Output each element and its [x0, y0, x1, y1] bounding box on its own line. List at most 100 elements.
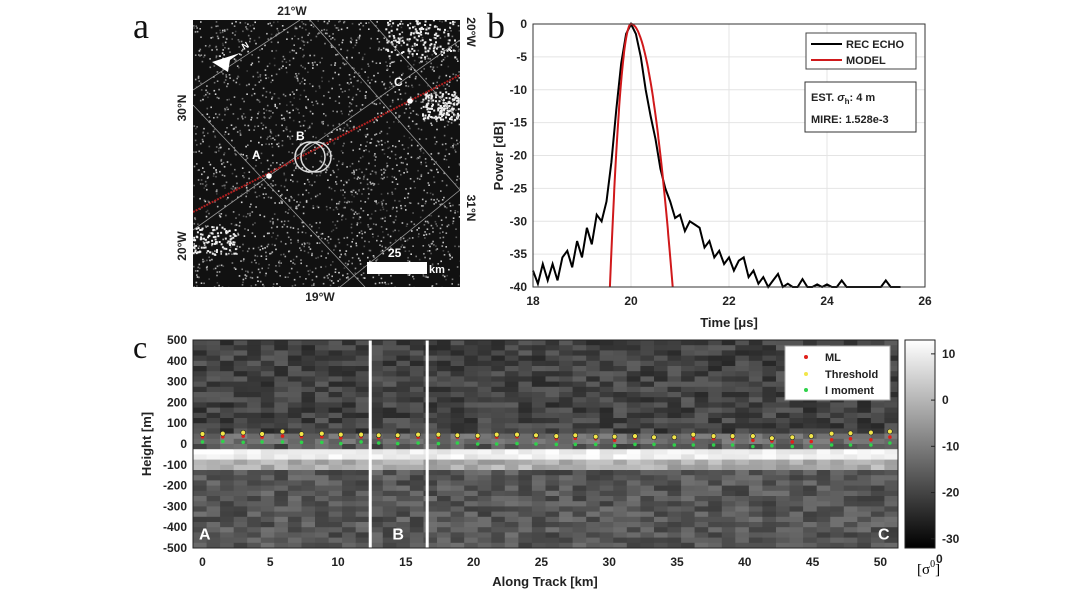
marker-ml — [888, 435, 892, 439]
point-c-label: C — [394, 75, 403, 89]
north-label: N — [240, 40, 251, 52]
marker-i-moment — [339, 441, 343, 446]
marker-threshold — [572, 432, 578, 438]
marker-threshold — [808, 433, 814, 439]
legend: REC ECHO MODEL — [805, 32, 917, 70]
scale-bar — [367, 262, 427, 274]
lon-label-bottom: 19°W — [305, 290, 335, 304]
y-tick-label: -35 — [510, 247, 528, 261]
marker-i-moment — [711, 443, 716, 447]
marker-i-moment — [593, 442, 598, 447]
marker-threshold — [259, 431, 265, 437]
marker-i-moment — [515, 441, 519, 446]
y-tick-label: 300 — [167, 375, 187, 389]
marker-ml — [691, 437, 696, 441]
y-axis-label: Power [dB] — [491, 122, 506, 191]
y-tick-label: -30 — [510, 214, 528, 228]
colorbar-tick-label: -10 — [942, 439, 960, 453]
marker-i-moment — [200, 440, 205, 444]
marker-threshold — [279, 428, 286, 435]
y-tick-label: -25 — [510, 181, 528, 195]
marker-threshold — [358, 431, 364, 438]
marker-i-moment — [436, 441, 441, 446]
marker-threshold — [868, 429, 874, 436]
marker-i-moment — [359, 440, 363, 444]
marker-threshold — [533, 432, 539, 438]
y-tick-label: -20 — [510, 149, 528, 163]
marker-i-moment — [534, 442, 538, 446]
colorbar-tick-label: 10 — [942, 347, 956, 361]
lon-label-left-bottom: 20°W — [175, 231, 189, 261]
marker-i-moment — [320, 440, 324, 445]
y-tick-label: -10 — [510, 83, 528, 97]
marker-threshold — [887, 428, 893, 435]
marker-threshold — [220, 430, 226, 437]
marker-threshold — [671, 434, 677, 440]
marker-threshold — [611, 434, 618, 440]
marker-ml — [612, 438, 617, 443]
track-line — [193, 74, 460, 213]
lat-label-left: 30°N — [175, 95, 189, 122]
marker-ml — [869, 438, 873, 442]
marker-i-moment — [455, 441, 460, 445]
legend-label-threshold: Threshold — [825, 369, 878, 381]
marker-i-moment — [829, 443, 834, 447]
marker-i-moment — [888, 441, 892, 445]
point-a-marker — [266, 173, 272, 179]
estimate-sigma-text: EST. σh: 4 m — [811, 92, 875, 106]
marker-threshold — [240, 429, 246, 436]
marker-i-moment — [691, 443, 696, 447]
marker-i-moment — [299, 440, 304, 445]
marker-i-moment — [770, 443, 774, 448]
x-tick-label: 10 — [331, 555, 345, 569]
marker-ml — [848, 437, 853, 441]
marker-threshold — [319, 430, 325, 437]
segment-label-c: C — [878, 526, 890, 543]
marker-i-moment — [376, 441, 381, 445]
x-tick-label: 15 — [399, 555, 413, 569]
footprint-circle — [294, 141, 326, 173]
segment-label-a: A — [199, 526, 211, 543]
marker-ml — [751, 438, 755, 443]
marker-threshold — [475, 433, 481, 439]
marker-threshold — [454, 432, 461, 438]
lon-label-right-top: 20°W — [464, 17, 478, 47]
y-tick-label: -300 — [163, 499, 187, 513]
x-tick-label: 24 — [820, 294, 834, 308]
marker-i-moment — [475, 442, 480, 446]
marker-i-moment — [751, 444, 755, 449]
marker-i-moment — [395, 441, 400, 446]
x-tick-label: 45 — [806, 555, 820, 569]
marker-i-moment — [280, 440, 285, 444]
y-tick-label: -40 — [510, 280, 528, 294]
marker-threshold — [415, 431, 421, 438]
y-tick-label: -15 — [510, 116, 528, 130]
y-tick-label: 0 — [520, 17, 527, 31]
x-tick-label: 20 — [467, 555, 481, 569]
panel-label-a: a — [133, 6, 149, 46]
marker-ml — [280, 434, 285, 438]
legend: ML Threshold I moment — [784, 345, 891, 401]
x-tick-label: 40 — [738, 555, 752, 569]
segment-label-b: B — [392, 526, 404, 543]
colorbar-tick-label: 0 — [942, 393, 949, 407]
marker-ml — [790, 440, 795, 444]
marker-threshold — [750, 433, 756, 439]
marker-i-moment — [730, 443, 735, 447]
legend-label-ml: ML — [825, 352, 841, 364]
x-tick-label: 0 — [199, 555, 206, 569]
scale-value: 25 — [388, 246, 402, 260]
panel-label-b: b — [487, 6, 505, 46]
footprint-circle — [300, 141, 332, 173]
y-axis-label: Height [m] — [139, 412, 154, 476]
x-tick-label: 20 — [624, 294, 638, 308]
plot-frame — [192, 339, 899, 549]
marker-threshold — [729, 433, 736, 439]
marker-i-moment — [652, 442, 656, 447]
x-tick-label: 18 — [526, 294, 540, 308]
lon-label-top: 21°W — [277, 4, 307, 18]
legend-label-model: MODEL — [846, 55, 886, 67]
x-tick-label: 35 — [670, 555, 684, 569]
legend-marker-threshold — [804, 372, 808, 376]
